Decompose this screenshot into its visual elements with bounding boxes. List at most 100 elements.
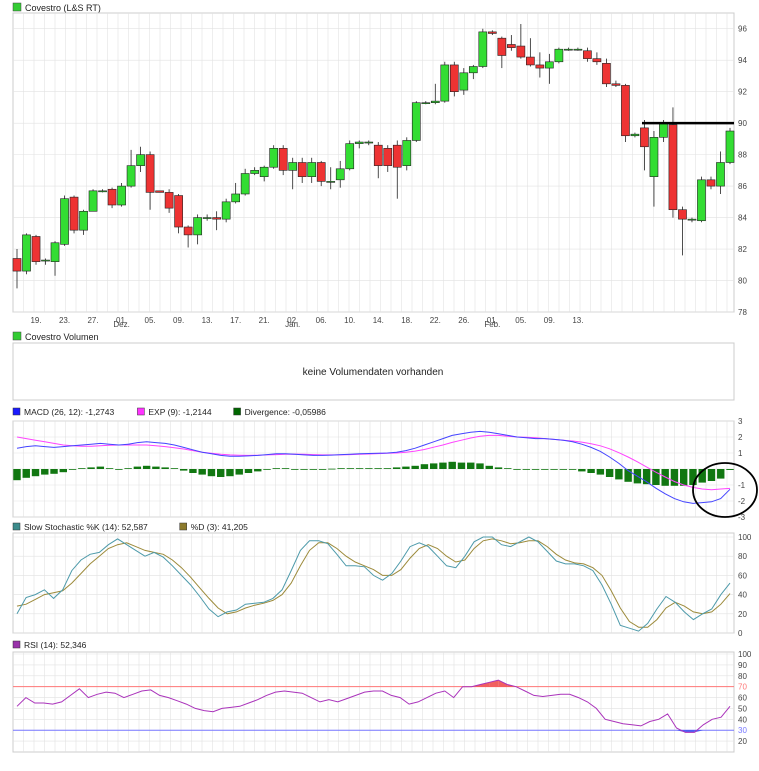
divergence-bar: [679, 469, 688, 486]
candle-body: [564, 48, 573, 51]
x-tick-label: 01.: [116, 316, 127, 325]
candle-body: [716, 162, 725, 187]
divergence-bar: [411, 465, 419, 469]
divergence-bar: [420, 464, 429, 469]
candle-body: [526, 56, 535, 66]
y-tick-label: -3: [738, 513, 746, 522]
y-tick-label: 90: [738, 661, 747, 670]
divergence-bar: [318, 469, 327, 470]
candle-body: [193, 217, 202, 236]
candle-body: [535, 64, 545, 69]
x-tick-label: 13.: [572, 316, 583, 325]
price-legend-swatch: [12, 2, 22, 12]
divergence-bar: [670, 469, 679, 486]
divergence-bar: [550, 469, 558, 470]
candle-body: [497, 37, 507, 56]
divergence-bar: [383, 468, 392, 469]
macd-highlight-ellipse: [692, 462, 758, 518]
candle-body: [278, 148, 288, 171]
y-tick-label: 92: [738, 88, 747, 97]
divergence-bar: [355, 468, 364, 469]
legend-label: MACD (26, 12): -1,2743: [24, 407, 115, 417]
divergence-bar: [105, 468, 114, 469]
divergence-bar: [698, 469, 706, 483]
divergence-bar: [642, 469, 651, 485]
x-tick-label: 09.: [173, 316, 184, 325]
x-tick-label: 19.: [30, 316, 41, 325]
y-tick-label: 88: [738, 151, 747, 160]
legend-swatch: [12, 522, 21, 531]
y-tick-label: 40: [738, 591, 747, 600]
divergence-bar: [59, 469, 68, 473]
candle-body: [621, 85, 630, 137]
candle-body: [335, 168, 345, 181]
candle-body: [373, 144, 383, 166]
divergence-bar: [161, 467, 169, 469]
y-tick-label: 3: [738, 417, 743, 426]
divergence-bar: [198, 469, 206, 475]
rsi-band-label: 30: [738, 726, 747, 735]
macd-gridlines: [13, 420, 734, 518]
rsi-line: [16, 679, 731, 733]
candle-body: [440, 64, 450, 102]
divergence-bar: [485, 465, 493, 469]
candle-body: [50, 242, 60, 262]
candle-body: [155, 190, 164, 193]
legend-label: RSI (14): 52,346: [24, 640, 87, 650]
month-label: Dez.: [113, 320, 129, 329]
divergence-bar: [142, 465, 151, 469]
candle-body: [516, 45, 526, 58]
candle-body: [107, 188, 117, 206]
y-tick-label: 60: [738, 571, 747, 580]
candle-body: [240, 173, 250, 195]
divergence-bar: [559, 469, 568, 470]
divergence-bar: [272, 468, 280, 469]
x-tick-label: 10.: [344, 316, 355, 325]
candle-body: [164, 192, 174, 209]
candle-body: [554, 48, 564, 63]
x-tick-label: 05.: [145, 316, 156, 325]
divergence-bar: [346, 468, 355, 469]
candle-body: [221, 201, 231, 220]
y-tick-label: 96: [738, 25, 747, 34]
candle-body: [69, 196, 79, 231]
stochastic-d-line: [16, 538, 731, 628]
x-tick-label: 17.: [230, 316, 241, 325]
divergence-bar: [207, 469, 216, 477]
divergence-bar: [263, 469, 271, 470]
stochastic-y-axis: 0 20 40 60 80 100: [738, 533, 752, 638]
divergence-bar: [152, 466, 160, 469]
volume-empty-message: keine Volumendaten vorhanden: [303, 367, 444, 378]
candle-body: [430, 100, 440, 103]
candle-body: [174, 195, 183, 228]
y-tick-label: 84: [738, 214, 747, 223]
divergence-bar: [429, 463, 438, 469]
divergence-bar: [189, 469, 197, 473]
divergence-bar: [50, 469, 58, 474]
divergence-bar: [568, 469, 577, 470]
candle-body: [640, 127, 649, 148]
volume-legend-swatch: [12, 331, 22, 341]
candle-body: [31, 236, 41, 262]
macd-divergence-bars: [13, 461, 734, 486]
candle-body: [250, 170, 260, 174]
candle-body: [231, 193, 240, 203]
candle-body: [449, 64, 459, 92]
candle-body: [706, 179, 716, 187]
legend-label: %D (3): 41,205: [191, 522, 248, 532]
divergence-bar: [392, 467, 401, 469]
y-tick-label: 80: [738, 672, 747, 681]
x-tick-label: 06.: [316, 316, 327, 325]
x-tick-label: 09.: [544, 316, 555, 325]
divergence-bar: [115, 469, 123, 470]
legend-swatch: [233, 407, 241, 416]
stochastic-legend: Slow Stochastic %K (14): 52,587 %D (3): 4…: [12, 522, 248, 532]
divergence-bar: [281, 468, 290, 469]
divergence-bar: [513, 469, 521, 470]
legend-label: Slow Stochastic %K (14): 52,587: [24, 522, 148, 532]
divergence-bar: [726, 469, 734, 470]
divergence-bar: [374, 468, 382, 469]
candle-body: [22, 234, 31, 272]
